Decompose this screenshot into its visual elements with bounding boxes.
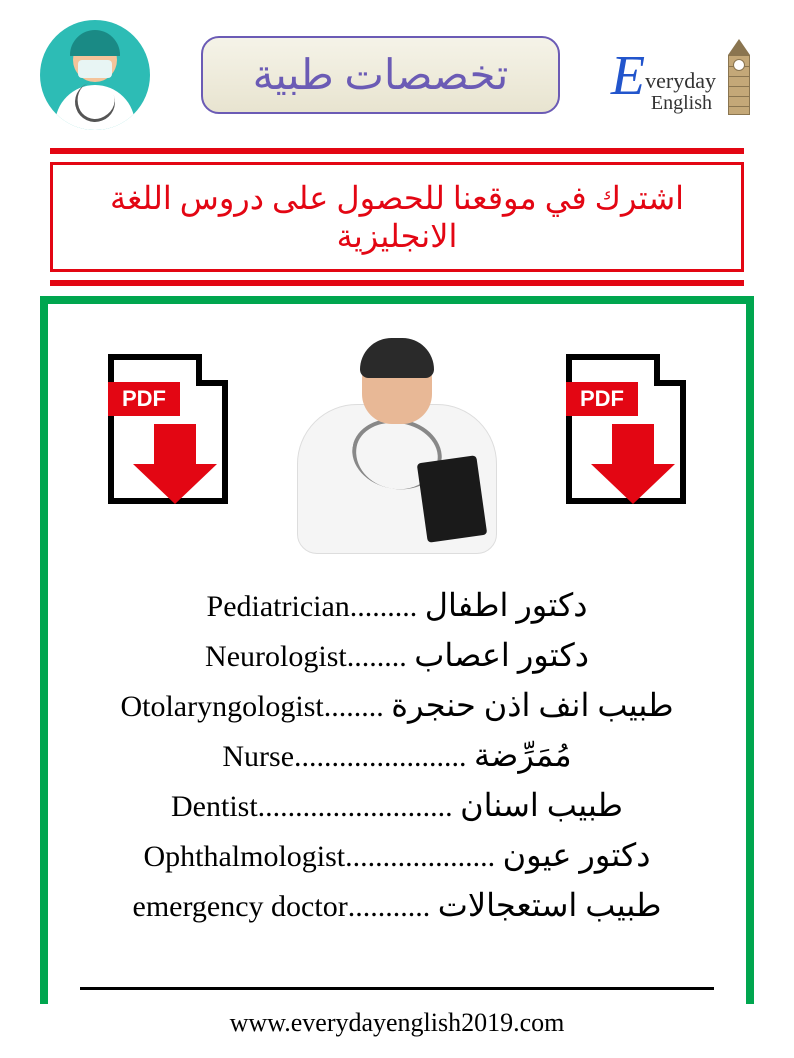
vocab-en: Otolaryngologist xyxy=(120,690,323,723)
footer: www.everydayenglish2019.com xyxy=(0,987,794,1038)
pdf-download-icon-left[interactable]: PDF xyxy=(98,354,238,524)
vocab-dots: .......................... xyxy=(258,790,453,823)
pdf-label-left: PDF xyxy=(108,382,180,416)
vocab-dots: ....................... xyxy=(294,740,467,773)
divider-red-top xyxy=(50,148,744,154)
vocab-row: Otolaryngologist........ طبيب انف اذن حن… xyxy=(88,686,706,724)
vocab-en: Ophthalmologist xyxy=(143,840,345,873)
vocab-row: Ophthalmologist.................... دكتو… xyxy=(88,836,706,874)
vocab-ar: طبيب استعجالات xyxy=(438,887,662,923)
cta-text: اشترك في موقعنا للحصول على دروس اللغة ال… xyxy=(110,180,684,254)
vocab-en: emergency doctor xyxy=(133,890,348,923)
vocab-dots: ......... xyxy=(350,590,418,623)
vocab-ar: طبيب اسنان xyxy=(460,787,623,823)
footer-url: www.everydayenglish2019.com xyxy=(230,1008,565,1037)
logo-word-rest: veryday xyxy=(645,68,716,93)
pdf-download-icon-right[interactable]: PDF xyxy=(556,354,696,524)
divider-red-bottom xyxy=(50,280,744,286)
vocab-dots: ........ xyxy=(347,640,407,673)
image-row: PDF PDF xyxy=(78,324,716,574)
logo-letter-e: E xyxy=(611,45,645,107)
page-title: تخصصات طبية xyxy=(253,53,509,99)
vocab-dots: ........... xyxy=(348,890,431,923)
vocab-list: Pediatrician......... دكتور اطفال Neurol… xyxy=(78,586,716,924)
vocab-en: Neurologist xyxy=(205,640,347,673)
cta-box: اشترك في موقعنا للحصول على دروس اللغة ال… xyxy=(50,162,744,272)
content-frame: PDF PDF Pediatrician......... دكتور ا xyxy=(40,304,754,1004)
vocab-en: Dentist xyxy=(171,790,258,823)
bigben-icon xyxy=(724,35,754,115)
doctor-photo xyxy=(282,324,512,554)
vocab-en: Pediatrician xyxy=(207,590,350,623)
vocab-en: Nurse xyxy=(222,740,294,773)
vocab-ar: دكتور اطفال xyxy=(425,587,588,623)
logo-subword: English xyxy=(651,92,712,115)
vocab-ar: مُمَرِّضة xyxy=(474,737,572,773)
vocab-row: Neurologist........ دكتور اعصاب xyxy=(88,636,706,674)
brand-logo: Everyday English xyxy=(611,35,754,115)
vocab-row: emergency doctor........... طبيب استعجال… xyxy=(88,886,706,924)
header: تخصصات طبية Everyday English xyxy=(0,0,794,140)
vocab-ar: طبيب انف اذن حنجرة xyxy=(391,687,673,723)
page-title-box: تخصصات طبية xyxy=(201,36,561,114)
vocab-row: Nurse....................... مُمَرِّضة xyxy=(88,736,706,774)
divider-green-top xyxy=(40,296,754,304)
vocab-ar: دكتور عيون xyxy=(503,837,651,873)
vocab-dots: .................... xyxy=(345,840,495,873)
doctor-avatar-icon xyxy=(40,20,150,130)
vocab-row: Pediatrician......... دكتور اطفال xyxy=(88,586,706,624)
vocab-ar: دكتور اعصاب xyxy=(414,637,589,673)
vocab-dots: ........ xyxy=(324,690,384,723)
footer-divider xyxy=(80,987,714,990)
pdf-label-right: PDF xyxy=(566,382,638,416)
vocab-row: Dentist.......................... طبيب ا… xyxy=(88,786,706,824)
